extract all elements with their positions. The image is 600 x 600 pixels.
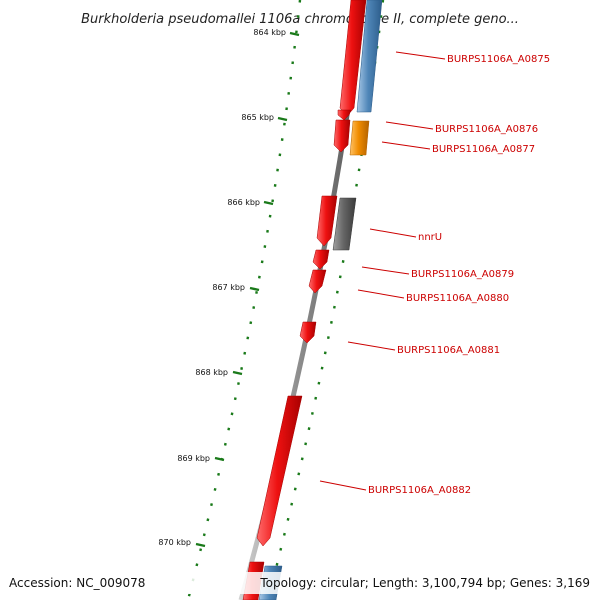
gene-a0880[interactable]: [308, 269, 327, 294]
inner-scale-dots: [186, 0, 302, 600]
tick-label-866: 866 kbp: [227, 198, 260, 207]
gene-a0879-upper[interactable]: [316, 195, 338, 247]
leader-a0877: [381, 141, 431, 150]
tick-label-865: 865 kbp: [241, 113, 274, 122]
gene-nnrU[interactable]: [332, 197, 357, 251]
tick-label-864: 864 kbp: [253, 28, 286, 37]
gene-label-a0879[interactable]: BURPS1106A_A0879: [411, 269, 514, 280]
leader-nnrU: [369, 228, 417, 238]
gene-a0876[interactable]: [337, 109, 352, 121]
tick-mark-870: [195, 542, 206, 548]
leader-a0879: [361, 266, 410, 275]
gene-a0881[interactable]: [299, 321, 317, 344]
gene-label-nnrU[interactable]: nnrU: [418, 232, 442, 243]
map-title: Burkholderia pseudomallei 1106a chromoso…: [81, 12, 519, 27]
gene-a0882[interactable]: [256, 395, 303, 547]
leader-a0880: [357, 289, 405, 299]
gene-label-a0877[interactable]: BURPS1106A_A0877: [432, 144, 535, 155]
gene-a0875-reverse[interactable]: [339, 0, 367, 117]
tick-marks: [195, 31, 300, 548]
gene-label-a0881[interactable]: BURPS1106A_A0881: [397, 345, 500, 356]
tick-label-869: 869 kbp: [177, 454, 210, 463]
label-leader-lines: [319, 51, 446, 491]
gene-a0877[interactable]: [349, 120, 370, 156]
tick-mark-868: [232, 370, 243, 376]
tick-mark-864: [289, 31, 300, 37]
genome-summary-text: Topology: circular; Length: 3,100,794 bp…: [259, 576, 590, 590]
gene-label-a0876[interactable]: BURPS1106A_A0876: [435, 124, 538, 135]
tick-mark-867: [249, 286, 260, 292]
gene-a0879[interactable]: [312, 249, 330, 270]
leader-a0882: [319, 480, 367, 491]
accession-text: Accession: NC_009078: [9, 576, 145, 590]
gene-a0875-forward[interactable]: [356, 0, 383, 113]
tick-mark-869: [214, 456, 225, 462]
tick-label-870: 870 kbp: [158, 538, 191, 547]
tick-label-867: 867 kbp: [212, 283, 245, 292]
gene-label-a0880[interactable]: BURPS1106A_A0880: [406, 293, 509, 304]
gene-label-a0875[interactable]: BURPS1106A_A0875: [447, 54, 550, 65]
leader-a0875: [395, 51, 446, 60]
leader-a0881: [347, 341, 396, 351]
tick-label-868: 868 kbp: [195, 368, 228, 377]
footer-background: [0, 572, 600, 594]
tick-mark-865: [277, 116, 288, 122]
leader-a0876: [385, 121, 434, 130]
gene-label-a0882[interactable]: BURPS1106A_A0882: [368, 485, 471, 496]
gene-a0876-b[interactable]: [333, 119, 351, 153]
tick-mark-866: [263, 200, 274, 206]
